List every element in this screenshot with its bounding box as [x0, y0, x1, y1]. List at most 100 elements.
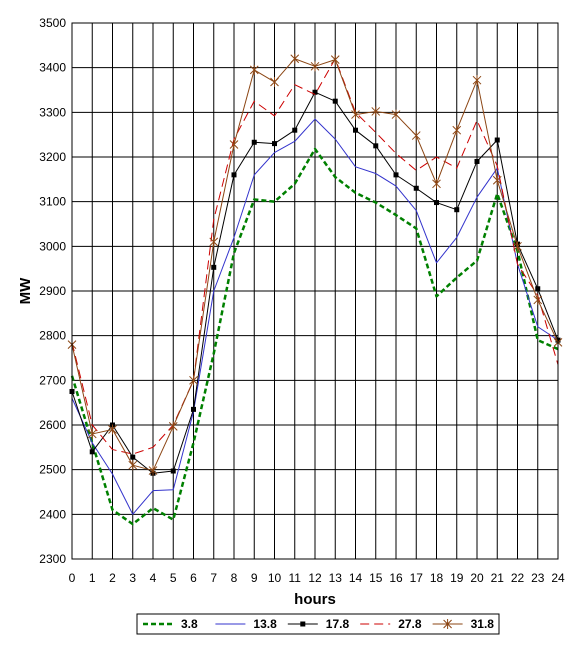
data-point [191, 406, 196, 412]
data-point [310, 61, 320, 72]
legend-item: 3.8 [143, 617, 198, 631]
x-tick-label: 19 [450, 571, 464, 585]
data-point [474, 158, 480, 164]
y-axis-title: MW [17, 277, 34, 304]
data-point [535, 286, 541, 292]
x-tick-label: 7 [210, 571, 217, 585]
y-tick-label: 2500 [39, 463, 66, 477]
legend-item: 13.8 [215, 617, 277, 631]
legend-label: 27.8 [398, 617, 422, 631]
x-tick-label: 23 [531, 571, 545, 585]
data-point [413, 185, 419, 191]
legend-label: 13.8 [253, 617, 277, 631]
series-13-8 [71, 118, 559, 515]
data-point [351, 109, 360, 120]
x-tick-label: 6 [190, 571, 197, 585]
data-point [330, 54, 340, 65]
x-tick-label: 1 [89, 571, 96, 585]
y-tick-label: 2900 [39, 284, 66, 298]
y-tick-label: 2300 [39, 552, 66, 566]
data-point [513, 241, 522, 252]
y-tick-label: 3300 [39, 105, 66, 119]
x-axis-title: hours [294, 591, 336, 608]
data-point [434, 200, 439, 206]
data-point [494, 137, 500, 143]
x-tick-label: 20 [470, 571, 484, 585]
x-tick-label: 2 [109, 571, 116, 585]
data-point [312, 89, 318, 95]
data-point [353, 127, 358, 133]
legend-item: 27.8 [360, 617, 422, 631]
series-lines [67, 53, 563, 526]
data-point [332, 98, 338, 104]
data-point [371, 106, 381, 117]
data-point [391, 109, 401, 120]
data-point [300, 621, 306, 627]
x-tick-label: 11 [289, 571, 302, 585]
data-point [432, 178, 441, 189]
x-tick-labels: 0 1 2 3 4 5 6 7 8 9 10 11 12 13 14 15 16 17 18 19 20 21 22 23 24 [69, 571, 565, 585]
series-3-8 [70, 147, 559, 526]
data-point [272, 141, 277, 147]
y-tick-label: 3200 [39, 150, 66, 164]
x-tick-label: 10 [268, 571, 282, 585]
x-tick-label: 24 [551, 571, 565, 585]
legend-item: 31.8 [432, 617, 495, 631]
x-tick-label: 13 [329, 571, 343, 585]
x-tick-label: 9 [251, 571, 258, 585]
data-point [411, 130, 421, 141]
data-point [492, 175, 502, 186]
series-line [70, 147, 559, 526]
x-tick-label: 18 [430, 571, 444, 585]
y-tick-label: 3100 [39, 195, 66, 209]
data-point [229, 139, 239, 150]
data-point [290, 53, 300, 64]
x-tick-label: 15 [369, 571, 383, 585]
data-point [108, 424, 117, 435]
y-tick-label: 2800 [39, 329, 66, 343]
y-tick-labels: 2300 2400 2500 2600 2700 2800 2900 3000 3100 3200… [39, 16, 66, 566]
data-point [130, 454, 136, 460]
x-tick-label: 12 [308, 571, 322, 585]
legend-item: 17.8 [287, 617, 350, 631]
x-tick-label: 5 [170, 571, 177, 585]
data-point [128, 460, 138, 471]
x-tick-label: 16 [389, 571, 403, 585]
legend-label: 17.8 [326, 617, 350, 631]
legend-label: 31.8 [471, 617, 495, 631]
data-point [249, 64, 259, 75]
legend-label: 3.8 [181, 617, 198, 631]
data-point [251, 139, 257, 145]
grid [71, 22, 559, 560]
data-point [472, 75, 482, 86]
data-point [89, 449, 95, 455]
legend-box [136, 613, 500, 635]
x-tick-label: 22 [511, 571, 525, 585]
data-point [373, 143, 379, 149]
data-point [231, 172, 237, 178]
data-point [454, 207, 460, 213]
data-point [452, 125, 462, 136]
series-27-8 [71, 58, 559, 455]
y-tick-label: 2600 [39, 418, 66, 432]
y-tick-label: 2400 [39, 507, 66, 521]
data-point [270, 76, 279, 87]
y-tick-label: 3400 [39, 61, 66, 75]
plot-frame [71, 22, 559, 560]
data-point [443, 619, 452, 629]
data-point [393, 172, 399, 178]
x-tick-label: 0 [69, 571, 76, 585]
series-line [71, 118, 559, 515]
data-point [211, 264, 217, 270]
data-point [209, 236, 219, 247]
x-tick-label: 4 [150, 571, 157, 585]
data-point [292, 127, 298, 133]
y-tick-label: 2700 [39, 373, 66, 387]
data-point [533, 294, 543, 305]
x-tick-label: 3 [129, 571, 136, 585]
series-line [71, 58, 559, 455]
legend: 3.8 13.8 17.8 27.8 31.8 [136, 613, 500, 635]
x-tick-label: 14 [349, 571, 363, 585]
data-point [87, 428, 97, 439]
data-point [170, 468, 176, 474]
